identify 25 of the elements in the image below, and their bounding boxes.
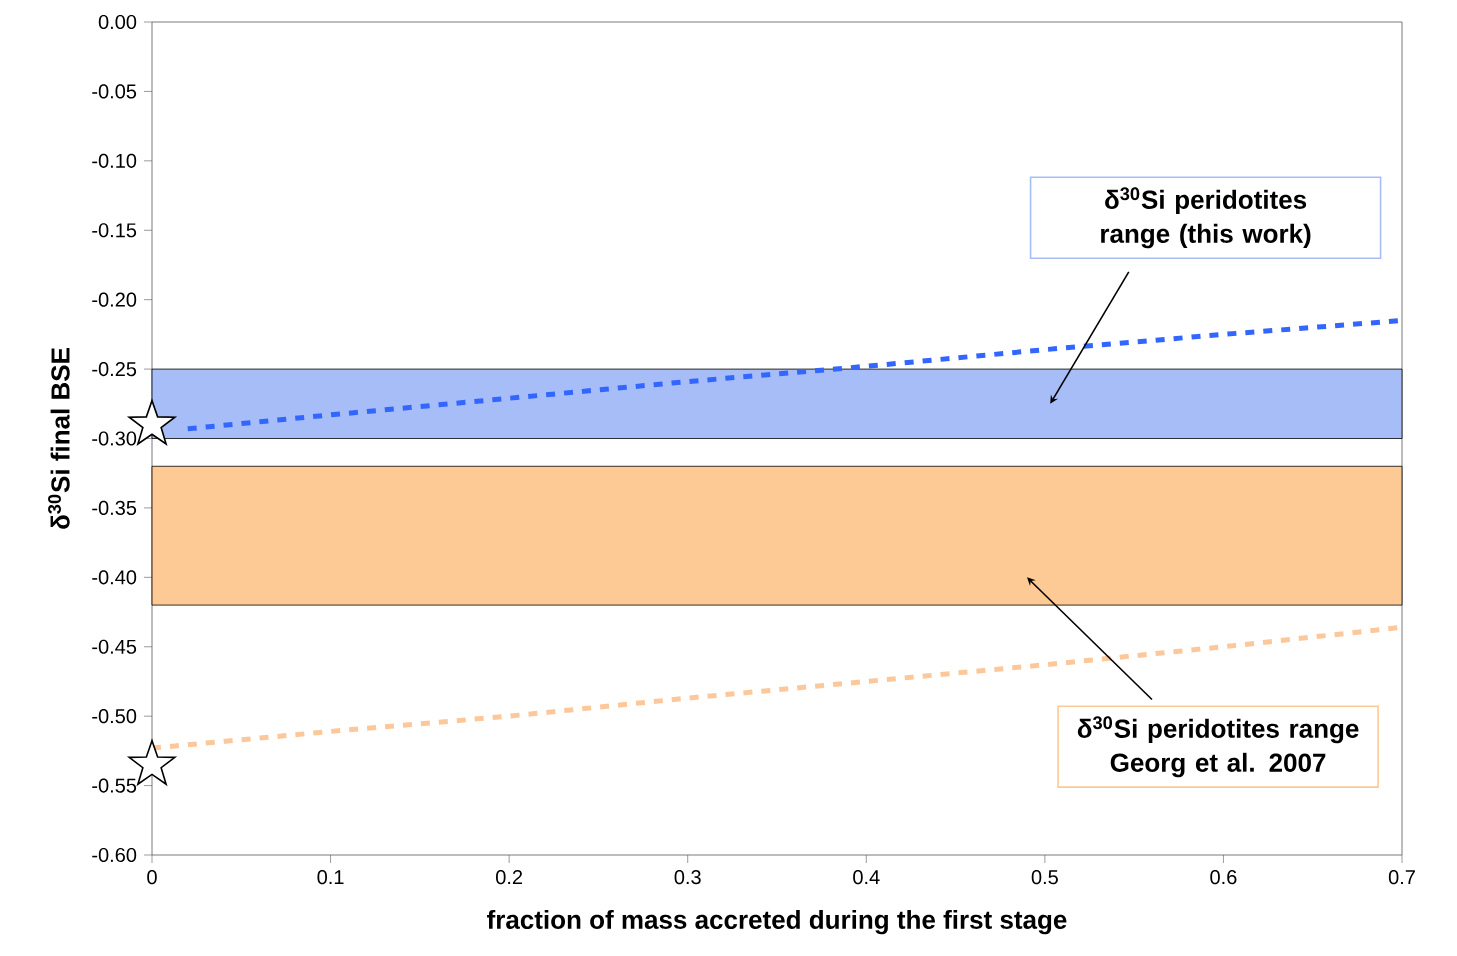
x-tick-label: 0.1 [317, 870, 344, 885]
y-tick-label: -0.40 [92, 570, 137, 585]
y-tick-label: -0.20 [92, 292, 137, 307]
y-tick-label: -0.60 [92, 847, 137, 863]
x-tick-label: 0.7 [1388, 870, 1415, 885]
y-axis-title: δ$^{30}$Si final BSE [48, 348, 70, 529]
y-tick-label: -0.35 [92, 500, 137, 515]
y-tick-label: -0.25 [92, 362, 137, 377]
y-tick-label: -0.15 [92, 223, 137, 238]
y-tick-label: -0.10 [92, 153, 137, 168]
x-axis-title: fraction of mass accreted during the first stage [487, 909, 1067, 935]
y-tick-label: -0.50 [92, 709, 137, 724]
x-tick-label: 0.2 [496, 870, 523, 885]
band-label: δ$^{30}$Si peridotites range (this work) [1101, 187, 1311, 249]
x-tick-label: 0.6 [1210, 870, 1237, 885]
y-tick-label: -0.55 [92, 778, 137, 793]
x-tick-label: 0 [147, 870, 157, 885]
y-tick-label: 0.00 [98, 14, 137, 30]
x-tick-label: 0.3 [674, 870, 701, 885]
x-tick-label: 0.4 [853, 870, 880, 885]
y-tick-label: -0.30 [92, 431, 137, 446]
x-tick-label: 0.5 [1031, 870, 1058, 885]
y-tick-label: -0.05 [92, 84, 137, 99]
y-tick-label: -0.45 [92, 639, 137, 654]
band-label: δ$^{30}$Si peridotites range Georg et al. 2007 [1077, 716, 1359, 778]
